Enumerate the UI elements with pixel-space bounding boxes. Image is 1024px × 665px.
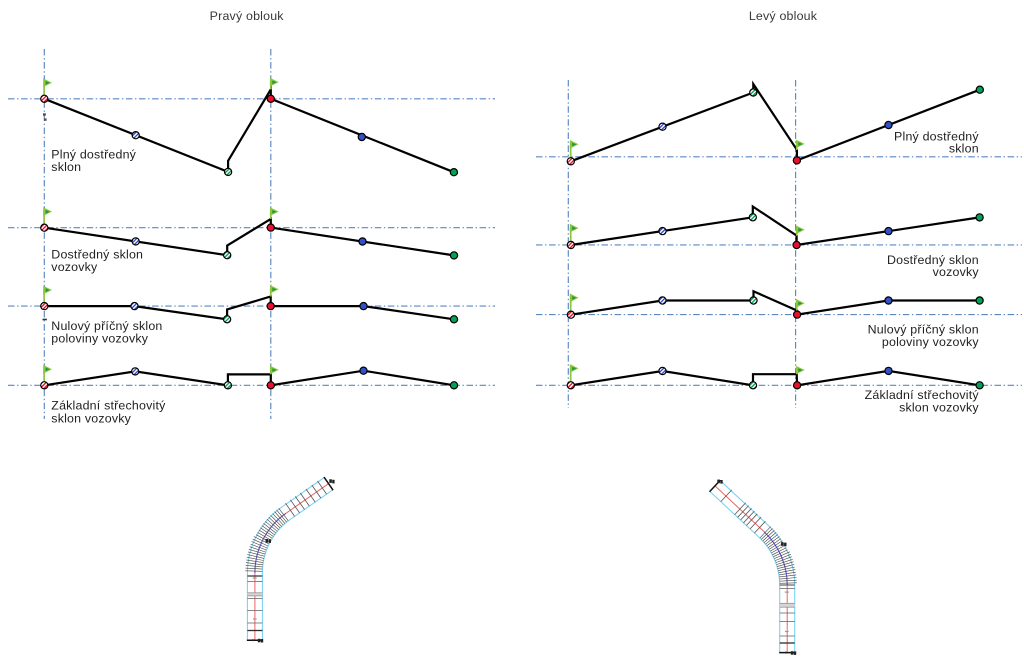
svg-text:Plný dostředný: Plný dostředný [894, 130, 979, 144]
svg-text:Základní střechovitý: Základní střechovitý [51, 399, 166, 413]
svg-text:sklon: sklon [949, 142, 979, 156]
svg-text:Nulový příčný sklon: Nulový příčný sklon [51, 319, 162, 333]
svg-text:sklon: sklon [51, 160, 81, 174]
svg-text:Nulový příčný sklon: Nulový příčný sklon [868, 323, 979, 337]
svg-text:Základní střechovitý: Základní střechovitý [865, 388, 980, 402]
svg-text:poloviny vozovky: poloviny vozovky [882, 335, 979, 349]
svg-text:sklon vozovky: sklon vozovky [899, 401, 979, 415]
svg-text:poloviny vozovky: poloviny vozovky [51, 331, 148, 345]
svg-text:Pravý oblouk: Pravý oblouk [210, 9, 285, 23]
svg-text:sklon vozovky: sklon vozovky [51, 411, 131, 425]
svg-text:Levý oblouk: Levý oblouk [749, 9, 818, 23]
svg-text:Plný dostředný: Plný dostředný [51, 148, 136, 162]
svg-text:Dostředný sklon: Dostředný sklon [887, 253, 979, 267]
svg-text:vozovky: vozovky [933, 265, 980, 279]
svg-text:vozovky: vozovky [51, 260, 98, 274]
svg-text:Dostředný sklon: Dostředný sklon [51, 248, 143, 262]
